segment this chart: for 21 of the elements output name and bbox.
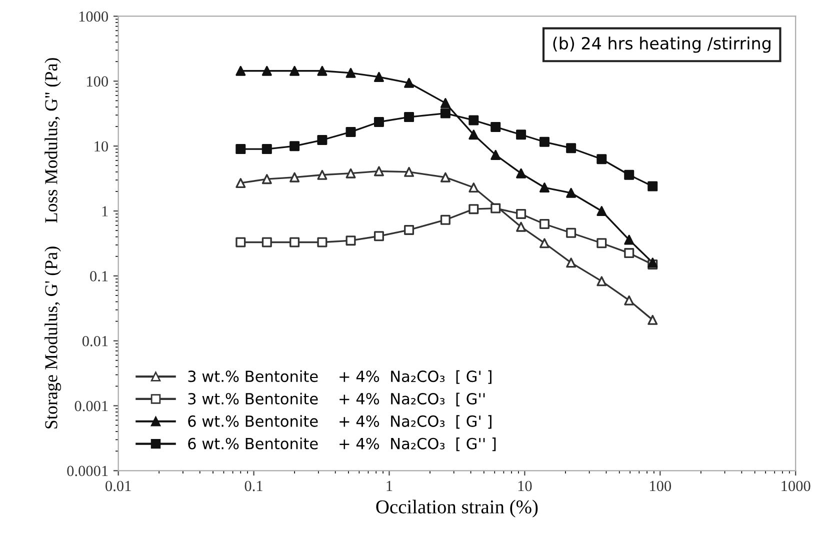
legend-label: 6 wt.% Bentonite + 4% Na₂CO₃ [ G'' ] bbox=[188, 438, 496, 452]
y-tick-label: 0.1 bbox=[90, 271, 108, 282]
legend-label: 3 wt.% Bentonite + 4% Na₂CO₃ [ G'' bbox=[188, 392, 485, 406]
y-tick-label: 1 bbox=[102, 206, 108, 216]
x-tick-label: 0.01 bbox=[106, 480, 131, 492]
y-tick-label: 0.0001 bbox=[67, 466, 108, 476]
y-tick-label: 0.001 bbox=[74, 400, 108, 412]
legend-label: 3 wt.% Bentonite + 4% Na₂CO₃ [ G' ] bbox=[188, 370, 492, 384]
y-tick-label: 0.01 bbox=[82, 336, 108, 346]
x-tick-label: 100 bbox=[650, 480, 672, 492]
y-axis-title: Storage Modulus, G' (Pa) Loss Modulus, G'' (Pa) bbox=[44, 58, 62, 428]
annotation: (b) 24 hrs heating /stirring bbox=[553, 36, 770, 53]
y-tick-label: 1000 bbox=[79, 11, 108, 22]
x-tick-label: 10 bbox=[518, 480, 532, 492]
x-tick-label: 0.1 bbox=[244, 480, 262, 492]
legend-label: 6 wt.% Bentonite + 4% Na₂CO₃ [ G' ] bbox=[188, 415, 492, 429]
x-tick-label: 1 bbox=[386, 480, 392, 491]
y-tick-label: 100 bbox=[87, 76, 108, 87]
y-tick-label: 10 bbox=[94, 141, 108, 152]
x-tick-label: 1000 bbox=[782, 480, 810, 492]
x-axis-title: Occilation strain (%) bbox=[376, 500, 538, 518]
